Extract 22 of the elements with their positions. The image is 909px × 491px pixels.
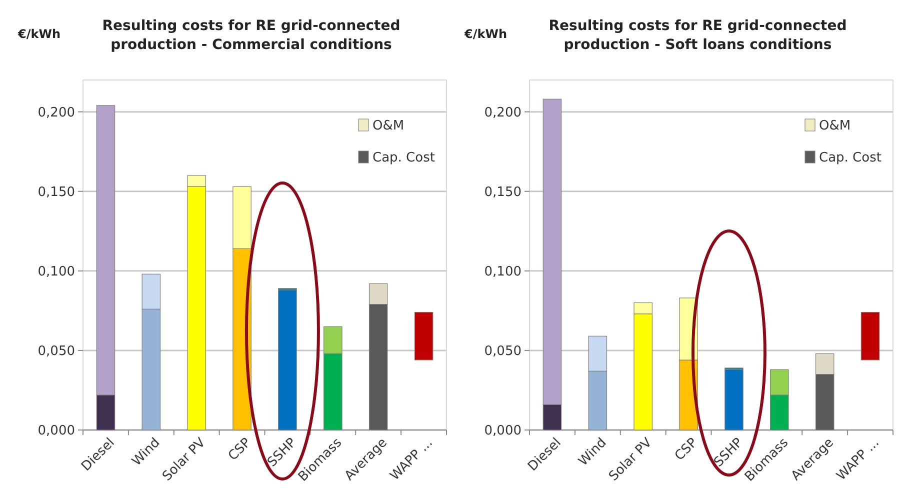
- y-tick-label: 0,200: [484, 105, 522, 120]
- bar: [860, 312, 880, 360]
- y-tick-label: 0,200: [38, 105, 75, 120]
- y-tick-label: 0,100: [484, 264, 522, 280]
- x-tick-label: CSP: [672, 435, 701, 464]
- y-tick-label: 0,150: [484, 184, 522, 200]
- y-tick-label: 0,000: [38, 424, 75, 439]
- text: O&M: [819, 118, 851, 134]
- x-tick-label: CSP: [226, 435, 254, 464]
- y-tick-label: 0,050: [38, 344, 75, 360]
- y-axis-title: €/kWh: [464, 27, 507, 41]
- chart-title: Resulting costs for RE grid-connected production - Soft loans conditions: [548, 18, 847, 53]
- y-tick-label: 0,150: [38, 184, 75, 200]
- text: O&M: [372, 118, 404, 134]
- y-axis-title: €/kWh: [17, 27, 60, 41]
- y-tick-label: 0,100: [38, 264, 75, 280]
- y-tick-label: 0,000: [484, 424, 522, 439]
- chart-title: Resulting costs for RE grid-connected production - Commercial conditions: [102, 18, 400, 53]
- bar: [414, 312, 434, 360]
- legend-label: Cap. Cost: [819, 150, 882, 166]
- legend-label: Cap. Cost: [372, 150, 435, 166]
- y-tick-label: 0,050: [484, 344, 522, 360]
